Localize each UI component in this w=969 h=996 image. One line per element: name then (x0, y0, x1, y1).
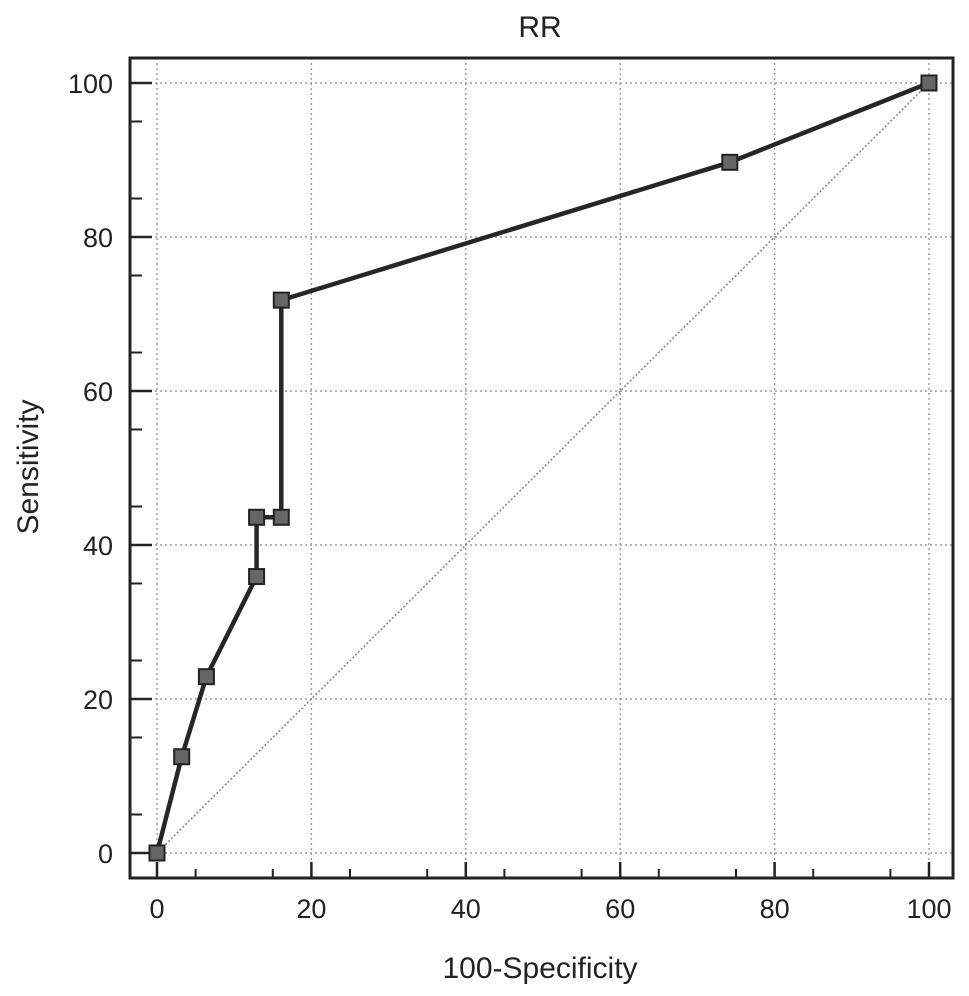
reference-diagonal (156, 82, 930, 854)
roc-point (272, 508, 290, 526)
grid (130, 58, 953, 878)
x-axis-label: 100-Specificity (442, 952, 637, 985)
roc-point (148, 844, 166, 862)
plot-frame (128, 56, 955, 880)
chart-title: RR (518, 11, 561, 44)
roc-point (173, 748, 191, 766)
x-tick-label: 40 (451, 894, 481, 924)
x-tick-label: 0 (149, 894, 164, 924)
roc-point (248, 508, 266, 526)
axis-ticks (130, 81, 931, 878)
roc-point (721, 153, 739, 171)
y-tick-label: 40 (83, 531, 113, 561)
plot-area (148, 74, 938, 862)
y-tick-label: 60 (83, 377, 113, 407)
y-tick-label: 20 (83, 685, 113, 715)
x-tick-label: 80 (760, 894, 790, 924)
roc-point (197, 668, 215, 686)
x-tick-label: 20 (296, 894, 326, 924)
x-tick-label: 60 (605, 894, 635, 924)
y-tick-label: 0 (98, 839, 113, 869)
minor-ticks (130, 120, 892, 878)
x-tick-label: 100 (906, 894, 951, 924)
roc-point (920, 74, 938, 92)
y-axis-label: Sensitivity (12, 399, 45, 534)
y-tick-label: 80 (83, 223, 113, 253)
y-tick-label: 100 (68, 69, 113, 99)
tick-labels: 0 20 40 60 80 100 0 20 40 60 80 100 (68, 69, 952, 924)
roc-point (248, 568, 266, 586)
roc-point (272, 291, 290, 309)
